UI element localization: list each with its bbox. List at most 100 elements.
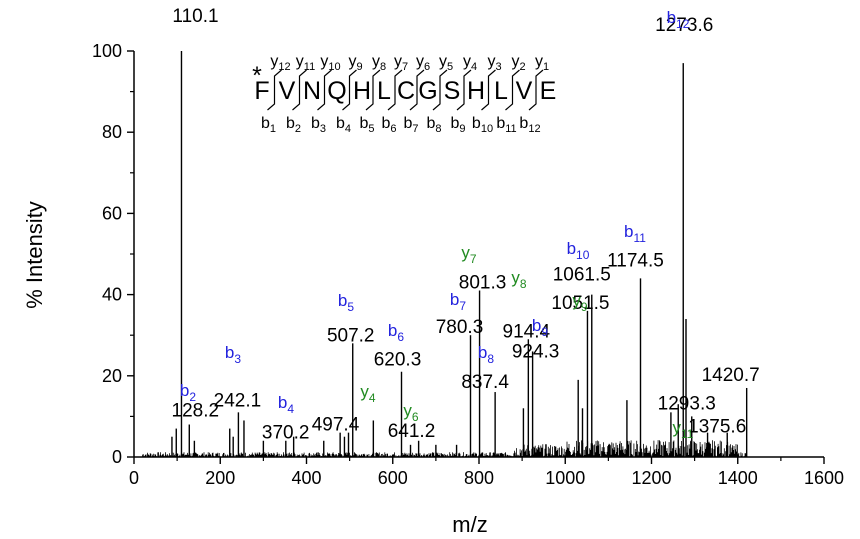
sequence-y-ion: y8 — [372, 53, 386, 73]
sequence-residue: V — [516, 77, 533, 105]
cleavage-mark — [365, 69, 381, 111]
b-ion-label: b6 — [388, 321, 404, 344]
sequence-residue: Q — [327, 77, 346, 105]
b-ion-label: b10 — [567, 239, 590, 262]
sequence-y-ion: y1 — [535, 53, 549, 73]
x-tick-label: 1200 — [631, 468, 671, 488]
peak-label: 1293.3 — [658, 393, 716, 414]
peak-series — [171, 51, 748, 457]
y-axis-title: % Intensity — [22, 201, 47, 309]
peak-label: 620.3 — [374, 350, 422, 371]
peak-label: 914.4 — [503, 321, 551, 342]
cleavage-mark — [481, 69, 496, 111]
x-axis-title: m/z — [452, 512, 487, 537]
sequence-b-ion: b1 — [261, 115, 276, 135]
sequence-y-ion: y4 — [463, 53, 477, 73]
sequence-residue: G — [418, 77, 437, 105]
cleavage-mark — [292, 69, 307, 111]
sequence-residue: H — [353, 77, 371, 105]
sequence-residue: V — [279, 77, 296, 105]
sequence-y-ion: y12 — [270, 53, 290, 73]
sequence-diagram: F V N Q H L C G S H L V E*y12b1y11b2y10b3y9b4y8b5y7b… — [252, 53, 556, 135]
peak-label: 507.2 — [327, 325, 375, 346]
sequence-residue: E — [540, 77, 557, 105]
sequence-y-ion: y11 — [296, 53, 315, 73]
cleavage-mark — [432, 69, 448, 111]
sequence-b-ion: b7 — [403, 115, 418, 135]
y-ion-label: y4 — [360, 382, 376, 405]
cleavage-mark — [528, 69, 544, 111]
peak-label: 1061.5 — [553, 265, 611, 286]
sequence-y-ion: y10 — [320, 53, 340, 73]
y-tick-label: 0 — [112, 447, 122, 467]
sequence-b-ion: b12 — [519, 115, 540, 135]
sequence-residue: C — [397, 77, 415, 105]
sequence-y-ion: y7 — [394, 53, 408, 73]
x-tick-label: 600 — [378, 468, 408, 488]
x-tick-label: 1400 — [718, 468, 758, 488]
cleavage-mark — [505, 69, 520, 111]
sequence-b-ion: b9 — [450, 115, 465, 135]
y-tick-label: 40 — [102, 285, 122, 305]
peak-label: 128.2 — [172, 401, 220, 422]
sequence-b-ion: b5 — [359, 115, 374, 135]
x-tick-label: 1000 — [545, 468, 585, 488]
cleavage-mark — [267, 69, 282, 111]
peak-label: 1375.6 — [688, 417, 746, 438]
sequence-b-ion: b10 — [472, 115, 493, 135]
sequence-b-ion: b2 — [286, 115, 301, 135]
sequence-y-ion: y5 — [439, 53, 453, 73]
sequence-y-ion: y2 — [511, 53, 525, 73]
peak-label: 1273.6 — [655, 15, 713, 36]
y-tick-label: 100 — [92, 41, 122, 61]
b-ion-label: b4 — [278, 393, 294, 416]
x-tick-label: 200 — [205, 468, 235, 488]
peak-label: 801.3 — [459, 273, 507, 294]
sequence-b-ion: b6 — [381, 115, 396, 135]
y-ion-label: y8 — [511, 268, 527, 291]
peak-label: 497.4 — [312, 415, 360, 436]
peak-label: 370.2 — [262, 423, 310, 444]
sequence-b-ion: b8 — [426, 115, 441, 135]
y-tick-label: 20 — [102, 366, 122, 386]
sequence-b-ion: b11 — [496, 115, 516, 135]
b-ion-label: b11 — [624, 222, 646, 245]
y-ion-label: y7 — [461, 243, 477, 266]
y-tick-label: 80 — [102, 122, 122, 142]
sequence-residue: F — [254, 77, 269, 105]
sequence-residue: L — [377, 77, 391, 105]
x-tick-label: 800 — [464, 468, 494, 488]
cleavage-mark — [387, 69, 403, 111]
sequence-residue: S — [444, 77, 461, 105]
y-tick-label: 60 — [102, 203, 122, 223]
sequence-b-ion: b4 — [336, 115, 351, 135]
x-tick-label: 0 — [129, 468, 139, 488]
peak-label: 1420.7 — [702, 365, 760, 386]
cleavage-mark — [342, 69, 357, 111]
b-ion-label: b8 — [478, 343, 494, 366]
peak-label: 242.1 — [214, 390, 262, 411]
x-tick-label: 400 — [291, 468, 321, 488]
x-tick-label: 1600 — [804, 468, 844, 488]
b-ion-label: b3 — [225, 343, 241, 366]
peak-label: 1174.5 — [607, 250, 664, 271]
sequence-y-ion: y9 — [348, 53, 362, 73]
axes: 0 200 400 600 800 1000 1200 1400 1600 0 20 40 60 80 10… — [92, 41, 844, 488]
sequence-residue: H — [467, 77, 485, 105]
cleavage-mark — [456, 69, 472, 111]
peak-label: 837.4 — [461, 372, 509, 393]
modification-mark: * — [252, 62, 262, 90]
sequence-y-ion: y6 — [416, 53, 430, 73]
peak-label: 924.3 — [512, 341, 560, 362]
peak-label: 1051.5 — [551, 293, 609, 314]
cleavage-mark — [409, 69, 425, 111]
sequence-residue: N — [303, 77, 321, 105]
peak-label: 780.3 — [436, 317, 484, 338]
b-ion-label: b5 — [338, 291, 354, 314]
sequence-residue: L — [494, 77, 508, 105]
cleavage-mark — [317, 69, 332, 111]
sequence-b-ion: b3 — [311, 115, 326, 135]
peak-label: 110.1 — [172, 6, 218, 27]
peak-label: 641.2 — [388, 421, 436, 442]
